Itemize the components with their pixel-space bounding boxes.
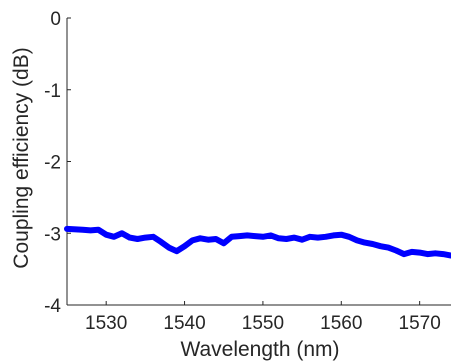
data-point xyxy=(198,236,203,241)
y-tick-label: -3 xyxy=(44,224,61,245)
data-point xyxy=(143,235,148,240)
data-point xyxy=(299,237,305,242)
data-point xyxy=(448,253,451,258)
data-point xyxy=(339,232,344,237)
data-point xyxy=(401,251,407,257)
data-point xyxy=(331,233,336,238)
data-point xyxy=(441,251,446,257)
y-tick-label: -4 xyxy=(44,296,61,317)
data-point xyxy=(370,241,375,247)
data-point xyxy=(315,235,320,240)
y-axis-label: Coupling efficiency (dB) xyxy=(10,47,33,268)
data-point xyxy=(213,236,219,242)
data-point xyxy=(260,234,266,239)
data-point xyxy=(229,234,234,239)
series-line-0 xyxy=(64,225,451,259)
data-point xyxy=(433,251,438,256)
data-point xyxy=(417,250,422,255)
data-point xyxy=(111,234,117,239)
x-tick-label: 1570 xyxy=(399,313,441,334)
data-point xyxy=(166,245,172,250)
data-point xyxy=(284,236,289,242)
data-point xyxy=(386,245,391,250)
axes xyxy=(66,17,451,306)
data-point xyxy=(362,240,367,245)
x-tick-label: 1530 xyxy=(85,313,127,334)
data-point xyxy=(88,228,93,233)
data-point xyxy=(268,233,273,238)
data-point xyxy=(252,233,258,239)
data-point xyxy=(292,235,297,240)
data-point xyxy=(135,236,140,242)
y-tick-label: -1 xyxy=(44,81,61,102)
data-point xyxy=(151,234,156,239)
data-point xyxy=(378,244,383,249)
data-point xyxy=(221,241,226,246)
data-point xyxy=(182,244,187,249)
data-point xyxy=(158,239,164,245)
data-point xyxy=(393,248,399,253)
data-point xyxy=(354,238,360,243)
x-tick-label: 1560 xyxy=(320,313,362,334)
y-tick-label: -2 xyxy=(44,153,61,174)
data-point xyxy=(104,232,109,237)
data-point xyxy=(425,251,430,257)
data-point xyxy=(80,227,85,232)
y-tick-label: 0 xyxy=(50,9,61,30)
data-point xyxy=(190,238,195,243)
data-point xyxy=(96,227,101,232)
tick-labels: 1530 1540 1550 1560 1570 0 -1 -2 -3 -4 xyxy=(44,9,441,334)
data-point xyxy=(276,236,281,241)
data-point xyxy=(323,234,328,239)
x-axis-label: Wavelength (nm) xyxy=(180,338,339,361)
data-point xyxy=(127,235,132,240)
x-tick-label: 1550 xyxy=(242,313,284,334)
x-tick-label: 1540 xyxy=(163,313,205,334)
data-point xyxy=(119,231,125,236)
data-point xyxy=(245,233,250,238)
data-point xyxy=(205,237,211,242)
data-point xyxy=(64,226,70,232)
data-point xyxy=(409,249,414,255)
data-point xyxy=(346,234,352,239)
data-point xyxy=(174,249,179,254)
data-point xyxy=(237,233,242,239)
plot-area xyxy=(64,225,451,259)
data-point xyxy=(307,234,313,239)
